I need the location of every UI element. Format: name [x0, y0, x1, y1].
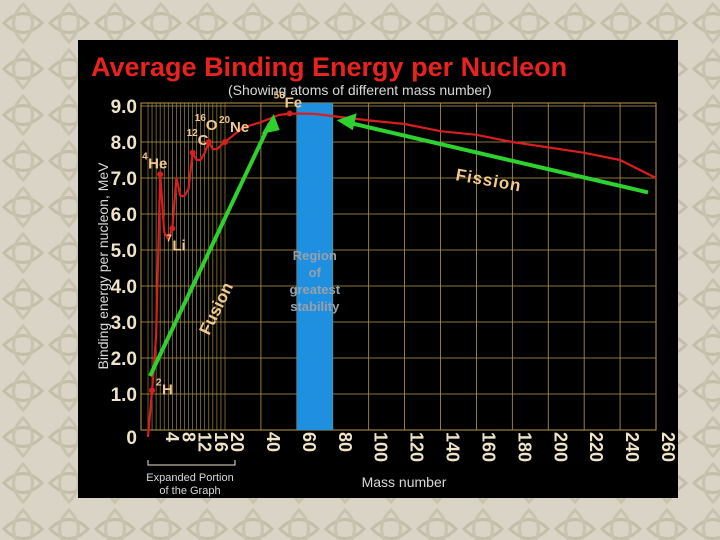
y-tick-label: 1.0: [111, 385, 137, 406]
stability-region: [296, 103, 333, 430]
x-tick-label: 120: [407, 432, 427, 462]
x-tick-label: 80: [335, 432, 355, 452]
isotope-point: [189, 149, 196, 156]
x-tick-label: 12: [195, 432, 215, 452]
x-tick-label: 60: [299, 432, 319, 452]
x-tick-label: 16: [211, 432, 231, 452]
isotope-symbol: C: [198, 132, 209, 149]
y-tick-label: 3.0: [111, 313, 137, 334]
y-tick-label: 4.0: [111, 277, 137, 298]
fission-arrow-shaft: [346, 120, 649, 195]
fission-label: Fission: [454, 165, 523, 195]
fission-arrowhead: [336, 113, 357, 131]
isotope-symbol: H: [162, 381, 173, 398]
y-tick-label: 2.0: [111, 349, 137, 370]
y-tick-label: 0: [126, 428, 137, 449]
isotope-mass-number: 20: [219, 115, 231, 126]
x-tick-label: 260: [658, 432, 678, 462]
isotope-mass-number: 2: [156, 377, 162, 388]
x-tick-label: 220: [586, 432, 606, 462]
expanded-portion-bracket: [147, 460, 236, 466]
isotope-mass-number: 16: [195, 113, 207, 124]
stability-region-label: greatest: [290, 282, 341, 297]
x-tick-label: 140: [443, 432, 463, 462]
isotope-symbol: Fe: [285, 95, 303, 112]
chart-panel: Average Binding Energy per Nucleon (Show…: [78, 40, 678, 498]
y-tick-label: 8.0: [111, 133, 137, 154]
expanded-portion-label: Expanded Portion: [146, 472, 233, 484]
isotope-point: [222, 139, 228, 145]
x-axis-label: Mass number: [362, 474, 447, 490]
isotope-point: [169, 225, 176, 232]
isotope-mass-number: 4: [142, 151, 148, 162]
isotope-symbol: He: [148, 155, 167, 172]
isotope-mass-number: 56: [274, 91, 286, 102]
stability-region-label: Region: [293, 248, 337, 263]
y-tick-label: 7.0: [111, 169, 137, 190]
isotope-symbol: Li: [172, 237, 185, 254]
fusion-arrow-shaft: [148, 123, 272, 377]
x-tick-label: 40: [263, 432, 283, 452]
isotope-mass-number: 7: [166, 233, 172, 244]
x-tick-label: 4: [162, 432, 182, 442]
y-tick-label: 9.0: [111, 97, 137, 118]
x-tick-label: 180: [514, 432, 534, 462]
fusion-label: Fusion: [196, 279, 238, 337]
y-axis-label: Binding energy per nucleon, MeV: [95, 162, 111, 370]
x-tick-label: 160: [478, 432, 498, 462]
isotope-point: [286, 110, 293, 117]
isotope-point: [157, 171, 164, 178]
binding-energy-curve: [146, 112, 657, 438]
isotope-point: [205, 139, 212, 145]
x-tick-label: 240: [622, 432, 642, 462]
y-tick-label: 6.0: [111, 205, 137, 226]
x-tick-label: 200: [550, 432, 570, 462]
x-tick-label: 100: [371, 432, 391, 462]
binding-energy-chart: Average Binding Energy per Nucleon (Show…: [91, 52, 678, 497]
x-tick-label: 20: [227, 432, 247, 452]
isotope-symbol: O: [206, 117, 218, 134]
isotope-mass-number: 12: [187, 128, 199, 139]
isotope-symbol: Ne: [230, 119, 249, 136]
stability-region-label: stability: [290, 299, 340, 314]
fusion-arrowhead: [261, 114, 280, 134]
x-tick-label: 8: [178, 432, 198, 442]
y-tick-label: 5.0: [111, 241, 137, 262]
chart-title: Average Binding Energy per Nucleon: [91, 52, 567, 82]
expanded-portion-label: of the Graph: [159, 485, 220, 497]
stability-region-label: of: [309, 265, 322, 280]
chart-subtitle: (Showing atoms of different mass number): [228, 82, 492, 98]
isotope-point: [149, 387, 156, 394]
